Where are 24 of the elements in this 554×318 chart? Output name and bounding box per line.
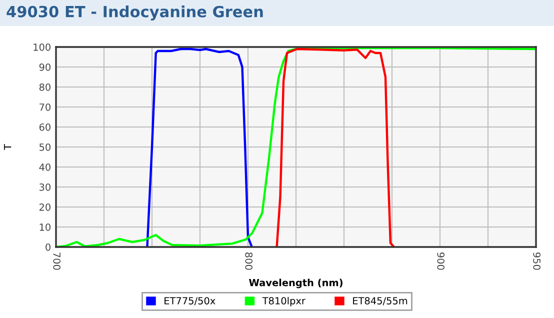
legend-label: T810lpxr	[262, 296, 306, 306]
y-tick-label: 100	[34, 43, 50, 51]
y-tick-label: 90	[39, 63, 50, 71]
x-tick-label: 900	[437, 252, 445, 270]
line-series	[146, 48, 253, 247]
x-tick-label: 800	[245, 252, 253, 270]
y-tick-label: 30	[40, 183, 50, 191]
y-tick-label: 70	[40, 103, 50, 111]
y-tick-label: 60	[39, 123, 50, 131]
y-axis-title: T	[4, 144, 12, 150]
y-tick-label: 50	[40, 143, 50, 151]
x-tick-label: 700	[53, 252, 61, 270]
y-tick-label: 20	[39, 203, 50, 211]
y-tick-label: 10	[40, 223, 50, 231]
line-series	[56, 47, 536, 247]
y-tick-label: 80	[39, 83, 50, 91]
x-tick-label: 950	[533, 252, 541, 270]
line-series	[276, 48, 396, 247]
x-axis-title: Wavelength (nm)	[249, 278, 342, 288]
legend-label: ET845/55m	[353, 297, 408, 306]
chart-title: 49030 ET - Indocyanine Green	[6, 6, 263, 20]
legend-label: ET775/50x	[164, 297, 216, 306]
y-tick-label: 0	[46, 243, 50, 251]
y-tick-label: 40	[39, 163, 50, 171]
